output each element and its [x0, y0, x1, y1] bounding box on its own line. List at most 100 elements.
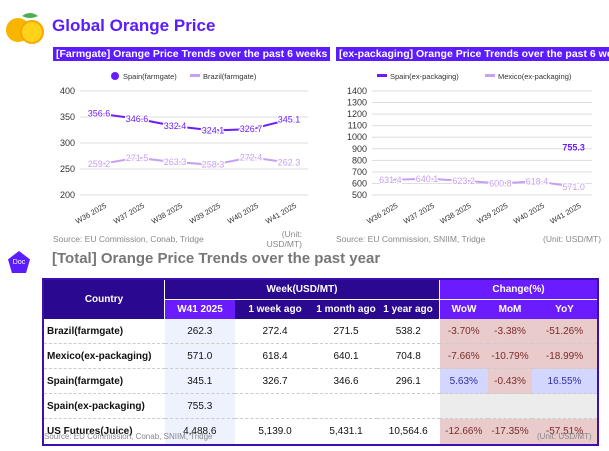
value-cell: 326.7 [235, 368, 315, 394]
orange-fruit-icon [6, 13, 44, 44]
value-cell: -0.43% [488, 368, 532, 394]
x-tick-label: W36 2025 [365, 201, 399, 226]
legend-marker [485, 74, 495, 77]
series-line [390, 177, 574, 188]
value-cell: 571.0 [164, 343, 235, 369]
y-tick-label: 1200 [347, 109, 367, 119]
value-cell: 618.4 [235, 343, 315, 369]
y-tick-label: 500 [352, 190, 367, 200]
y-tick-label: 250 [60, 164, 75, 174]
legend-marker [190, 74, 200, 77]
table-row: Spain(farmgate) 345.1 326.7 346.6 296.1 5.63%… [43, 368, 598, 394]
y-tick-label: 350 [60, 112, 75, 122]
value-cell: 704.8 [377, 343, 440, 369]
data-label: 324.1 [202, 125, 225, 135]
series-line [98, 112, 290, 132]
value-cell: 5,431.1 [315, 418, 377, 445]
value-cell: 296.1 [377, 368, 440, 394]
value-cell: 755.3 [164, 393, 235, 419]
x-tick-label: W39 2025 [475, 201, 509, 226]
header-w41: W41 2025 [164, 299, 235, 319]
y-tick-label: 800 [352, 155, 367, 165]
price-table: Country Week(USD/MT) Change(%) W41 2025 … [42, 278, 599, 446]
series-line [98, 156, 290, 166]
chart2-source: Source: EU Commission, SNIIM, Tridge [336, 234, 486, 244]
legend-marker [377, 74, 387, 77]
value-cell: -17.35% [488, 418, 532, 445]
table-title: [Total] Orange Price Trends over the pas… [52, 250, 381, 267]
value-cell: 4,488.6 [164, 418, 235, 445]
data-label: 571.0 [562, 182, 585, 192]
data-label: 600.8 [489, 178, 512, 188]
y-tick-label: 200 [60, 190, 75, 200]
value-cell: 346.6 [315, 368, 377, 394]
page-title: Global Orange Price [52, 16, 216, 35]
value-cell [488, 393, 532, 419]
y-tick-label: 1000 [347, 132, 367, 142]
country-cell: Spain(farmgate) [43, 368, 165, 394]
value-cell [235, 393, 315, 419]
value-cell: 272.4 [235, 319, 315, 344]
value-cell: -3.38% [488, 319, 532, 344]
chart2-title: [ex-packaging] Orange Price Trends over … [336, 47, 609, 61]
data-label: 263.3 [164, 157, 187, 167]
data-label: 755.3 [562, 142, 585, 152]
value-cell: 10,564.6 [377, 418, 440, 445]
value-cell: -12.66% [439, 418, 488, 445]
country-cell: Mexico(ex-packaging) [43, 343, 165, 369]
x-tick-label: W41 2025 [264, 201, 298, 226]
value-cell [439, 393, 488, 419]
data-label: 271.5 [126, 153, 149, 163]
legend-label: Spain(farmgate) [123, 72, 177, 81]
value-cell: -7.66% [439, 343, 488, 369]
header-mom: MoM [488, 299, 532, 319]
value-cell: 5.63% [439, 368, 488, 394]
x-tick-label: W37 2025 [112, 201, 146, 226]
header-wow: WoW [439, 299, 488, 319]
value-cell: -10.79% [488, 343, 532, 369]
data-label: 623.2 [452, 176, 475, 186]
country-cell: US Futures(Juice) [43, 418, 165, 445]
legend-marker [111, 72, 119, 80]
legend-label: Mexico(ex-packaging) [498, 72, 572, 81]
value-cell: 640.1 [315, 343, 377, 369]
ex-packaging-chart: Spain(ex-packaging) Mexico(ex-packaging) 5… [347, 72, 592, 226]
header-yoy: YoY [532, 299, 598, 319]
data-label: 259.2 [88, 159, 111, 169]
data-label: 258.3 [202, 160, 225, 170]
y-tick-label: 1100 [348, 121, 367, 131]
table-row: Mexico(ex-packaging) 571.0 618.4 640.1 704.8… [43, 343, 598, 369]
y-tick-label: 1300 [347, 98, 367, 108]
y-tick-label: 600 [352, 178, 367, 188]
value-cell: -57.51% [532, 418, 598, 445]
data-label: 332.4 [164, 121, 187, 131]
header-1-week-ago: 1 week ago [235, 299, 315, 319]
legend-label: Brazil(farmgate) [203, 72, 257, 81]
data-label: 631.4 [379, 175, 402, 185]
data-label: 640.1 [416, 174, 439, 184]
data-label: 272.4 [240, 152, 263, 162]
value-cell [532, 393, 598, 419]
value-cell: 271.5 [315, 319, 377, 344]
y-tick-label: 300 [60, 138, 75, 148]
chart2-unit: (Unit: USD/MT) [543, 234, 602, 244]
header-country: Country [43, 279, 165, 319]
doc-badge-icon: Doc [8, 251, 30, 273]
table-row: Spain(ex-packaging) 755.3 [43, 393, 598, 419]
value-cell: 345.1 [164, 368, 235, 394]
table-source: Source: EU Commission, Conab, SNIIM, Tri… [44, 432, 213, 441]
chart1-source: Source: EU Commission, Conab, Tridge [53, 234, 204, 244]
x-tick-label: W39 2025 [188, 201, 222, 226]
x-tick-label: W40 2025 [226, 201, 260, 226]
y-tick-label: 1400 [347, 86, 367, 96]
data-label: 345.1 [278, 115, 301, 125]
data-label: 356.6 [88, 109, 111, 119]
data-label: 326.7 [240, 124, 263, 134]
value-cell: -3.70% [439, 319, 488, 344]
x-tick-label: W36 2025 [74, 201, 108, 226]
table-unit: (Unit: USD/MT) [537, 432, 592, 441]
value-cell: -18.99% [532, 343, 598, 369]
country-cell: Brazil(farmgate) [43, 319, 165, 344]
value-cell: 262.3 [164, 319, 235, 344]
value-cell: -51.26% [532, 319, 598, 344]
